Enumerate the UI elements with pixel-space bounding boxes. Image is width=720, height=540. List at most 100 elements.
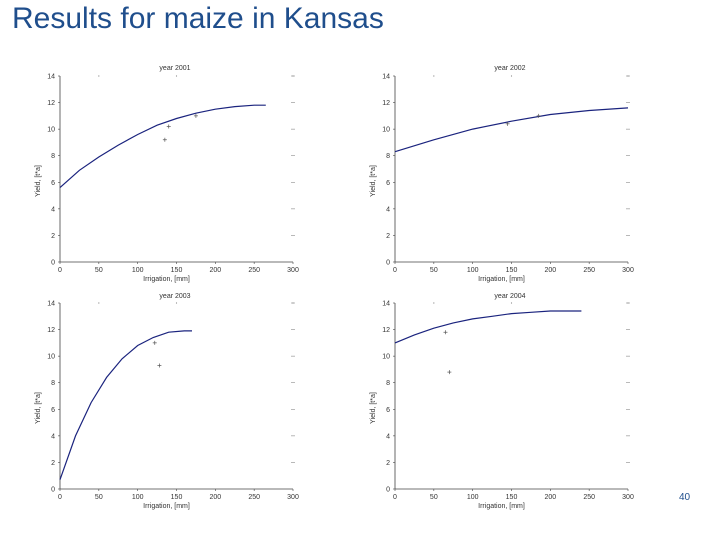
x-tick-label: 0 bbox=[393, 267, 397, 274]
fitted-curve bbox=[59, 330, 192, 480]
x-tick-label: 250 bbox=[583, 494, 595, 501]
x-tick-label: 150 bbox=[171, 494, 183, 501]
y-axis-label: Yield, [t*a] bbox=[370, 392, 377, 424]
y-tick-label: 10 bbox=[47, 354, 55, 361]
x-tick-label: 200 bbox=[209, 267, 221, 274]
chart-3: year 2003 0 2 4 6 8 10 12 14 0 50 100 150 200 250 300 Ir… bbox=[35, 293, 299, 510]
x-tick-label: 100 bbox=[132, 494, 144, 501]
y-tick-label: 4 bbox=[386, 206, 390, 213]
page-number: 40 bbox=[679, 492, 691, 503]
y-tick-label: 8 bbox=[51, 380, 55, 387]
y-tick-label: 2 bbox=[386, 460, 390, 467]
x-tick-label: 200 bbox=[544, 267, 556, 274]
top-tick-dot bbox=[98, 302, 100, 304]
x-tick-label: 0 bbox=[58, 267, 62, 274]
y-tick-label: 0 bbox=[386, 487, 390, 494]
top-tick-dot bbox=[627, 75, 629, 77]
y-tick-label: 10 bbox=[382, 354, 390, 361]
observed-point bbox=[152, 340, 157, 345]
y-tick-label: 14 bbox=[47, 74, 55, 81]
observed-point bbox=[166, 124, 171, 129]
x-tick-label: 300 bbox=[622, 494, 634, 501]
top-tick-dot bbox=[175, 75, 178, 77]
y-axis-label: Yield, [t*a] bbox=[35, 165, 42, 197]
x-tick-label: 250 bbox=[248, 494, 260, 501]
x-tick-label: 300 bbox=[287, 267, 299, 274]
x-axis-label: Irrigation, [mm] bbox=[478, 503, 525, 510]
y-tick-label: 8 bbox=[386, 153, 390, 160]
top-tick-dot bbox=[292, 302, 294, 304]
y-tick-label: 12 bbox=[47, 327, 55, 334]
y-tick-label: 6 bbox=[51, 407, 55, 414]
chart-title: year 2002 bbox=[494, 65, 525, 72]
x-axis-label: Irrigation, [mm] bbox=[143, 276, 190, 283]
x-tick-label: 50 bbox=[430, 267, 438, 274]
x-tick-label: 0 bbox=[393, 494, 397, 501]
x-tick-label: 200 bbox=[209, 494, 221, 501]
y-tick-label: 8 bbox=[51, 153, 55, 160]
chart-title: year 2004 bbox=[494, 293, 525, 300]
y-tick-label: 14 bbox=[47, 301, 55, 308]
y-tick-label: 0 bbox=[386, 260, 390, 267]
fitted-curve bbox=[394, 107, 629, 153]
y-tick-label: 12 bbox=[382, 100, 390, 107]
x-tick-label: 150 bbox=[506, 267, 518, 274]
x-tick-label: 200 bbox=[544, 494, 556, 501]
y-tick-label: 12 bbox=[382, 327, 390, 334]
x-tick-label: 100 bbox=[132, 267, 144, 274]
x-tick-label: 250 bbox=[583, 267, 595, 274]
y-tick-label: 0 bbox=[51, 487, 55, 494]
y-tick-label: 4 bbox=[51, 206, 55, 213]
x-tick-label: 250 bbox=[248, 267, 260, 274]
y-tick-label: 4 bbox=[386, 433, 390, 440]
observed-point bbox=[443, 330, 448, 335]
fitted-curve bbox=[394, 310, 582, 344]
x-tick-label: 50 bbox=[95, 494, 103, 501]
observed-point bbox=[447, 370, 452, 375]
chart-1: year 2001 0 2 4 6 8 10 12 14 0 50 100 150 200 250 300 Ir… bbox=[35, 65, 299, 283]
x-tick-label: 100 bbox=[467, 494, 479, 501]
y-tick-label: 6 bbox=[386, 407, 390, 414]
x-axis-label: Irrigation, [mm] bbox=[143, 503, 190, 510]
chart-title: year 2003 bbox=[159, 293, 190, 300]
x-tick-label: 150 bbox=[171, 267, 183, 274]
y-tick-label: 6 bbox=[51, 180, 55, 187]
x-tick-label: 150 bbox=[506, 494, 518, 501]
y-tick-label: 10 bbox=[47, 127, 55, 134]
observed-point bbox=[162, 137, 167, 142]
top-tick-dot bbox=[510, 75, 513, 77]
chart-4: year 2004 0 2 4 6 8 10 12 14 0 50 100 150 200 250 300 Ir… bbox=[370, 293, 634, 510]
observed-point bbox=[193, 113, 198, 118]
top-tick-dot bbox=[433, 302, 435, 304]
x-tick-label: 0 bbox=[58, 494, 62, 501]
y-tick-label: 6 bbox=[386, 180, 390, 187]
y-tick-label: 10 bbox=[382, 127, 390, 134]
top-tick-dot bbox=[292, 75, 294, 77]
observed-point bbox=[536, 113, 541, 118]
y-tick-label: 12 bbox=[47, 100, 55, 107]
y-axis-label: Yield, [t*a] bbox=[35, 392, 42, 424]
slide-title: Results for maize in Kansas bbox=[12, 2, 384, 35]
x-tick-label: 300 bbox=[287, 494, 299, 501]
x-tick-label: 50 bbox=[95, 267, 103, 274]
observed-point bbox=[157, 363, 162, 368]
top-tick-dot bbox=[433, 75, 435, 77]
y-tick-label: 8 bbox=[386, 380, 390, 387]
chart-2: year 2002 0 2 4 6 8 10 12 14 0 50 100 150 200 250 300 Ir… bbox=[370, 65, 634, 283]
fitted-curve bbox=[59, 104, 266, 189]
y-tick-label: 14 bbox=[382, 74, 390, 81]
chart-title: year 2001 bbox=[159, 65, 190, 72]
observed-point bbox=[505, 121, 510, 126]
y-axis-label: Yield, [t*a] bbox=[370, 165, 377, 197]
x-tick-label: 50 bbox=[430, 494, 438, 501]
top-tick-dot bbox=[510, 302, 513, 304]
y-tick-label: 2 bbox=[51, 233, 55, 240]
x-tick-label: 300 bbox=[622, 267, 634, 274]
x-axis-label: Irrigation, [mm] bbox=[478, 276, 525, 283]
top-tick-dot bbox=[175, 302, 178, 304]
top-tick-dot bbox=[98, 75, 100, 77]
y-tick-label: 2 bbox=[386, 233, 390, 240]
y-tick-label: 4 bbox=[51, 433, 55, 440]
x-tick-label: 100 bbox=[467, 267, 479, 274]
